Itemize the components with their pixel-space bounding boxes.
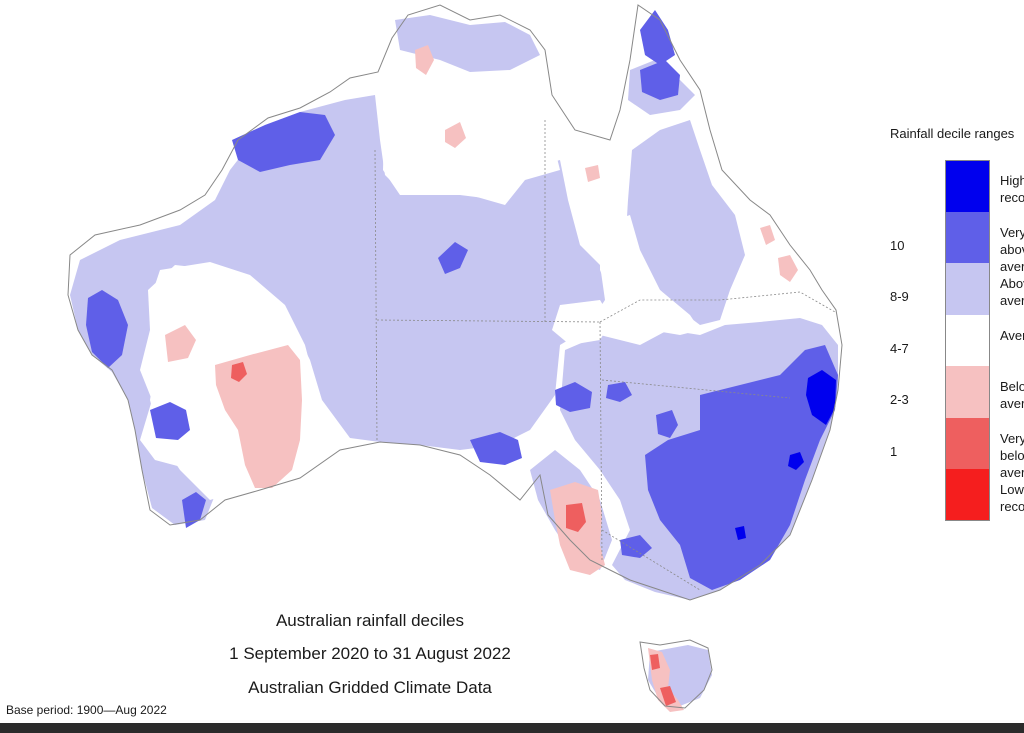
legend-row: 4-7 Average	[890, 314, 1024, 366]
bottom-bar	[0, 723, 1024, 733]
legend-range-label: 1	[890, 443, 898, 459]
legend-category-label: Very much above average	[1000, 224, 1024, 274]
legend-row: Lowest on record	[890, 469, 1024, 521]
map-title: Australian rainfall deciles	[275, 611, 465, 630]
legend-range-label: 2-3	[890, 392, 909, 407]
very-much-above-regions	[86, 10, 838, 590]
legend-range-label: 10	[890, 237, 905, 253]
legend-range-label: 8-9	[890, 289, 909, 304]
highest-on-record-regions	[735, 370, 836, 540]
legend-title: Rainfall decile ranges	[890, 126, 1015, 141]
tasmania-coastline	[639, 639, 713, 709]
legend-swatch	[945, 263, 990, 315]
legend-swatch	[945, 211, 990, 263]
legend-range-label: 4-7	[890, 340, 909, 356]
legend-swatch	[945, 160, 990, 212]
legend-swatch	[945, 417, 990, 469]
legend-swatch	[945, 314, 990, 366]
base-period-note: Base period: 1900—Aug 2022	[6, 703, 167, 717]
map-period: 1 September 2020 to 31 August 2022	[229, 644, 511, 663]
legend-row: Highest on record	[890, 160, 1024, 212]
legend-category-label: Highest on record	[1000, 173, 1024, 205]
legend-swatch	[945, 366, 990, 418]
state-borders	[374, 120, 836, 591]
legend-row: 1 Very much below average	[890, 417, 1024, 480]
legend-row: 8-9 Above average	[890, 263, 1024, 315]
map-source: Australian Gridded Climate Data	[248, 678, 492, 697]
mainland-coastline	[67, 4, 843, 601]
legend-row: 10 Very much above average	[890, 211, 1024, 274]
legend-category-label: Average	[1000, 327, 1024, 343]
legend-category-label: Above average	[1000, 276, 1024, 308]
legend-category-label: Lowest on record	[1000, 482, 1024, 514]
legend: Highest on record 10 Very much above avera…	[890, 160, 1024, 522]
legend-category-label: Below average	[1000, 379, 1024, 411]
very-much-below-regions	[231, 362, 676, 706]
legend-category-label: Very much below average	[1000, 430, 1024, 480]
legend-row: 2-3 Below average	[890, 366, 1024, 418]
legend-swatch	[945, 469, 990, 521]
